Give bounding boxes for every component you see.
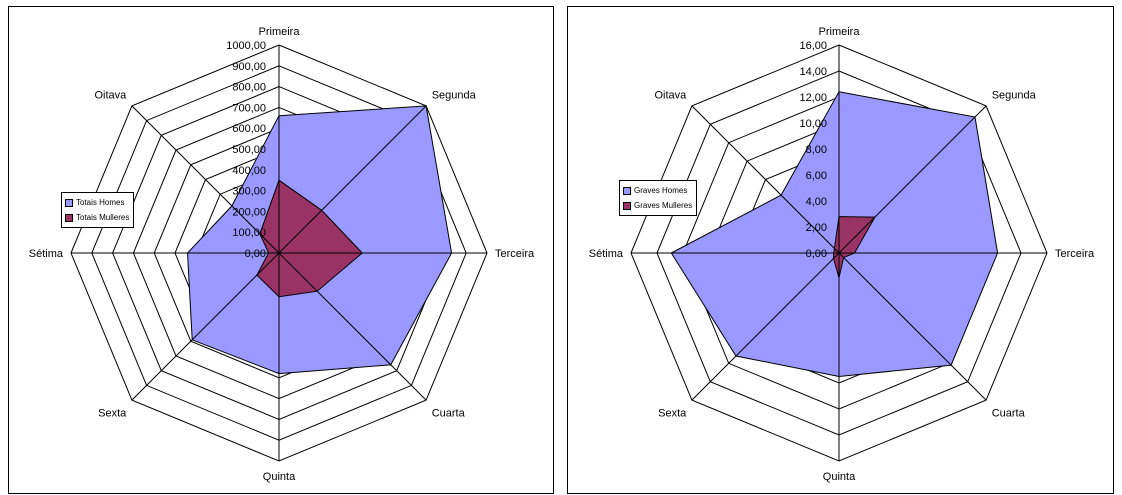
tick-label: 400,00 <box>232 165 266 177</box>
category-label: Primeira <box>259 26 301 38</box>
axis-spoke <box>278 252 427 401</box>
tick-label: 16,00 <box>799 40 827 52</box>
tick-label: 600,00 <box>232 123 266 135</box>
legend-label: Graves Homes <box>634 186 688 195</box>
tick-label: 700,00 <box>232 102 266 114</box>
tick-label: 6,00 <box>806 170 827 182</box>
legend-label: Totais Homes <box>76 198 125 207</box>
tick-label: 900,00 <box>232 61 266 73</box>
category-label: Segunda <box>432 89 477 101</box>
tick-label: 200,00 <box>232 206 266 218</box>
legend-label: Totais Mulleres <box>76 213 130 222</box>
category-label: Terceira <box>495 248 535 260</box>
legend-item: Totais Homes <box>65 195 129 210</box>
legend-item: Graves Homes <box>623 183 692 198</box>
category-label: Segunda <box>992 89 1037 101</box>
tick-label: 2,00 <box>806 222 827 234</box>
category-label: Primeira <box>819 26 861 38</box>
category-label: Quinta <box>263 471 296 483</box>
tick-label: 100,00 <box>232 227 266 239</box>
category-label: Oitava <box>655 89 688 101</box>
tick-label: 500,00 <box>232 144 266 156</box>
legend-swatch <box>65 198 73 207</box>
tick-label: 0,00 <box>806 248 827 260</box>
radar-chart-graves-svg: 0,00 2,00 4,00 6,00 8,00 10,00 12,00 14,00 16,00… <box>589 26 1095 483</box>
axis-spoke <box>691 252 840 401</box>
category-label: Sexta <box>98 408 127 420</box>
axis-spoke <box>131 105 280 254</box>
tick-label: 10,00 <box>799 118 827 130</box>
axis-spoke <box>838 105 987 254</box>
radar-chart-totais: 0,00 100,00 200,00 300,00 400,00 500,00 600,00… <box>8 6 554 494</box>
tick-label: 14,00 <box>799 66 827 78</box>
category-label: Sexta <box>658 408 687 420</box>
tick-label: 12,00 <box>799 92 827 104</box>
category-label: Sétima <box>29 248 64 260</box>
tick-label: 0,00 <box>245 248 266 260</box>
legend-swatch <box>623 201 631 210</box>
category-label: Cuarta <box>992 408 1026 420</box>
category-label: Quinta <box>823 471 856 483</box>
radar-chart-graves: 0,00 2,00 4,00 6,00 8,00 10,00 12,00 14,00 16,00… <box>567 6 1114 494</box>
legend-item: Totais Mulleres <box>65 210 129 225</box>
legend-label: Graves Mulleres <box>634 201 693 210</box>
legend: Graves Homes Graves Mulleres <box>619 180 698 216</box>
tick-label: 300,00 <box>232 186 266 198</box>
legend-swatch <box>623 186 631 195</box>
axis-spoke <box>131 252 280 401</box>
axis-spoke <box>278 105 427 254</box>
category-label: Cuarta <box>432 408 466 420</box>
axis-spoke <box>838 252 987 401</box>
category-label: Sétima <box>589 248 624 260</box>
tick-label: 1000,00 <box>226 40 266 52</box>
legend-swatch <box>65 213 73 222</box>
category-label: Terceira <box>1055 248 1095 260</box>
tick-label: 8,00 <box>806 144 827 156</box>
tick-label: 800,00 <box>232 82 266 94</box>
legend-item: Graves Mulleres <box>623 198 692 213</box>
category-label: Oitava <box>95 89 128 101</box>
tick-label: 4,00 <box>806 196 827 208</box>
radar-chart-totais-svg: 0,00 100,00 200,00 300,00 400,00 500,00 600,00… <box>29 26 535 483</box>
axis-spoke <box>691 105 840 254</box>
legend: Totais Homes Totais Mulleres <box>61 192 135 228</box>
